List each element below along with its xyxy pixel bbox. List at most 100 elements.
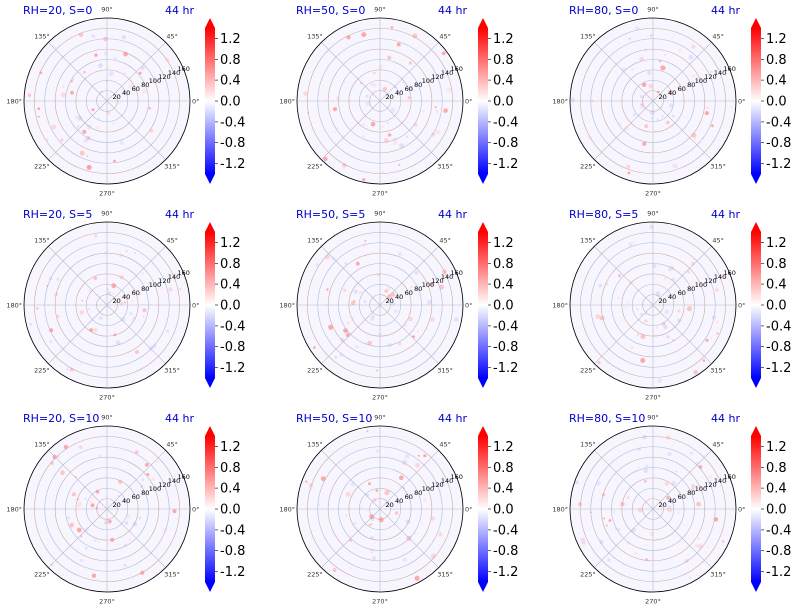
angle-tick-label: 135° bbox=[580, 236, 596, 244]
angular-gridline bbox=[321, 42, 381, 102]
field-patch bbox=[607, 558, 611, 562]
angle-tick-label: 90° bbox=[101, 6, 113, 14]
field-patch bbox=[346, 35, 351, 40]
radial-tick-label: 40 bbox=[395, 497, 403, 505]
field-patch bbox=[39, 71, 43, 75]
field-patch bbox=[39, 62, 41, 64]
panel-time-label: 44 hr bbox=[438, 412, 467, 425]
angular-gridline bbox=[106, 246, 166, 306]
angle-tick-label: 180° bbox=[6, 302, 22, 310]
field-patch bbox=[644, 124, 649, 129]
field-patch bbox=[617, 296, 620, 300]
colorbar bbox=[478, 232, 488, 378]
field-patch bbox=[390, 26, 394, 29]
polar-panel: RH=50, S=0 44 hr 0° 45° 90° 135° 180° 225° 270° 3… bbox=[273, 0, 539, 204]
field-patch bbox=[84, 546, 88, 550]
angle-tick-label: 45° bbox=[439, 440, 451, 448]
radial-tick-label: 60 bbox=[132, 85, 140, 93]
field-patch bbox=[141, 88, 147, 94]
field-patch bbox=[97, 117, 101, 120]
colorbar-tick-label: 1.2 bbox=[493, 440, 514, 455]
panel-title: RH=20, S=5 bbox=[23, 208, 93, 221]
radial-tick-label: 100 bbox=[695, 77, 707, 85]
angle-tick-label: 0° bbox=[465, 506, 472, 514]
field-patch bbox=[70, 80, 73, 83]
field-patch bbox=[86, 164, 92, 170]
field-patch bbox=[166, 329, 170, 333]
radial-tick-label: 40 bbox=[122, 89, 130, 97]
colorbar-tick-label: -1.2 bbox=[220, 361, 245, 376]
angular-gridline bbox=[106, 42, 166, 102]
colorbar-tick-label: 0.4 bbox=[220, 278, 241, 293]
field-patch bbox=[691, 261, 695, 266]
field-patch bbox=[570, 97, 575, 103]
colorbar-extend-high bbox=[751, 426, 761, 436]
field-patch bbox=[393, 309, 398, 314]
field-patch bbox=[691, 484, 695, 487]
field-patch bbox=[386, 121, 390, 125]
field-patch bbox=[599, 539, 604, 545]
angle-tick-label: 315° bbox=[164, 571, 180, 579]
panel-time-label: 44 hr bbox=[438, 208, 467, 221]
field-patch bbox=[313, 346, 316, 349]
angle-tick-label: 135° bbox=[34, 32, 50, 40]
field-patch bbox=[415, 462, 420, 468]
radial-tick-label: 100 bbox=[422, 485, 434, 493]
field-patch bbox=[117, 101, 121, 105]
colorbar-tick-label: -1.2 bbox=[493, 565, 518, 580]
field-patch bbox=[427, 300, 432, 305]
colorbar-tick-label: 1.2 bbox=[766, 440, 787, 455]
radial-tick-label: 80 bbox=[414, 81, 422, 89]
colorbar-tick-label: -0.4 bbox=[220, 523, 245, 538]
field-patch bbox=[151, 477, 155, 481]
colorbar-extend-low bbox=[478, 378, 488, 388]
angle-tick-label: 225° bbox=[34, 367, 50, 375]
colorbar-tick-label: -0.8 bbox=[766, 340, 791, 355]
field-patch bbox=[686, 306, 693, 312]
field-patch bbox=[399, 143, 405, 149]
angular-gridline bbox=[321, 450, 381, 510]
field-patch bbox=[441, 51, 446, 56]
field-patch bbox=[696, 501, 701, 507]
field-patch bbox=[98, 315, 104, 321]
field-patch bbox=[673, 164, 678, 169]
angle-tick-label: 315° bbox=[710, 367, 726, 375]
field-patch bbox=[649, 531, 655, 537]
field-patch bbox=[128, 537, 132, 542]
field-patch bbox=[27, 93, 32, 97]
angle-tick-label: 0° bbox=[465, 98, 472, 106]
field-patch bbox=[148, 345, 154, 351]
field-patch bbox=[643, 468, 649, 473]
field-patch bbox=[350, 482, 355, 487]
field-patch bbox=[353, 289, 358, 294]
field-patch bbox=[691, 486, 695, 491]
field-patch bbox=[336, 96, 340, 101]
radial-tick-label: 140 bbox=[168, 273, 180, 281]
field-patch bbox=[359, 505, 363, 509]
field-patch bbox=[111, 292, 115, 295]
radial-tick-label: 100 bbox=[422, 77, 434, 85]
field-patch bbox=[663, 324, 668, 330]
radial-tick-label: 160 bbox=[177, 269, 189, 277]
angle-tick-label: 270° bbox=[645, 190, 661, 198]
angular-gridline bbox=[652, 304, 712, 364]
field-patch bbox=[677, 309, 681, 313]
field-patch bbox=[421, 109, 425, 113]
field-patch bbox=[408, 61, 412, 65]
field-patch bbox=[397, 163, 401, 167]
radial-tick-label: 80 bbox=[141, 285, 149, 293]
angle-tick-label: 45° bbox=[439, 32, 451, 40]
polar-frame bbox=[23, 17, 191, 185]
field-patch bbox=[362, 123, 365, 126]
field-patch bbox=[612, 510, 616, 514]
colorbar-tick-label: 0.4 bbox=[766, 74, 787, 89]
field-patch bbox=[77, 115, 83, 121]
field-patch bbox=[91, 34, 96, 38]
field-patch bbox=[669, 103, 674, 108]
panel-time-label: 44 hr bbox=[711, 208, 740, 221]
field-patch bbox=[375, 489, 379, 492]
field-patch bbox=[346, 321, 351, 325]
field-patch bbox=[694, 543, 699, 548]
angular-gridline bbox=[594, 508, 654, 568]
field-patch bbox=[414, 575, 420, 581]
